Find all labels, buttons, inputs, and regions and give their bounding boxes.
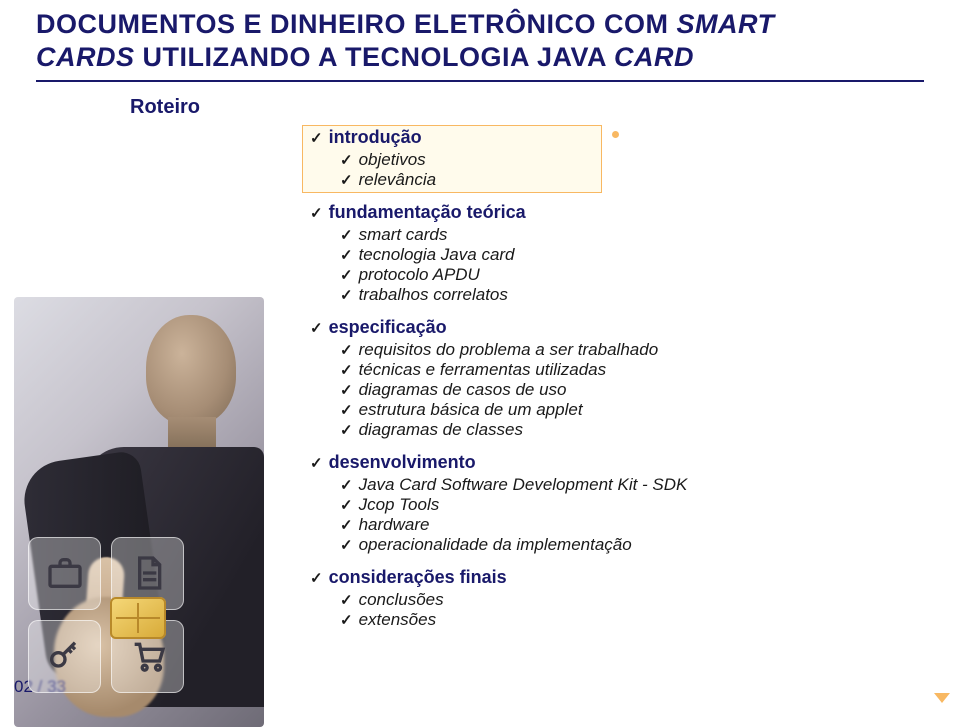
outline-item: ✓ trabalhos correlatos xyxy=(340,285,870,305)
item-label: requisitos do problema a ser trabalhado xyxy=(359,340,659,360)
outline-item: ✓ objetivos xyxy=(340,150,870,170)
check-icon: ✓ xyxy=(340,536,353,554)
outline-item: ✓ requisitos do problema a ser trabalhado xyxy=(340,340,870,360)
section-title: especificação xyxy=(329,317,447,338)
title-part-italic: CARD xyxy=(614,42,694,72)
title-part: DOCUMENTOS E DINHEIRO ELETRÔNICO COM xyxy=(36,9,677,39)
next-arrow-icon xyxy=(934,693,950,703)
check-icon: ✓ xyxy=(340,151,353,169)
chip-icon xyxy=(110,597,166,639)
item-label: objetivos xyxy=(359,150,426,170)
check-icon: ✓ xyxy=(340,401,353,419)
check-icon: ✓ xyxy=(340,171,353,189)
outline-item: ✓ relevância xyxy=(340,170,870,190)
check-icon: ✓ xyxy=(340,611,353,629)
outline-item: ✓ smart cards xyxy=(340,225,870,245)
check-icon: ✓ xyxy=(340,421,353,439)
section-title: introdução xyxy=(329,127,422,148)
item-label: técnicas e ferramentas utilizadas xyxy=(359,360,607,380)
check-icon: ✓ xyxy=(310,204,323,222)
item-label: tecnologia Java card xyxy=(359,245,515,265)
outline-item: ✓ Java Card Software Development Kit - SD… xyxy=(340,475,870,495)
item-label: estrutura básica de um applet xyxy=(359,400,583,420)
outline-item: ✓ diagramas de casos de uso xyxy=(340,380,870,400)
title-part: UTILIZANDO A TECNOLOGIA JAVA xyxy=(135,42,614,72)
item-label: operacionalidade da implementação xyxy=(359,535,632,555)
title-line-2: CARDS UTILIZANDO A TECNOLOGIA JAVA CARD xyxy=(36,41,924,74)
outline-item: ✓ extensões xyxy=(340,610,870,630)
check-icon: ✓ xyxy=(340,361,353,379)
item-label: smart cards xyxy=(359,225,448,245)
item-label: Java Card Software Development Kit - SDK xyxy=(359,475,688,495)
decorative-photo xyxy=(14,297,264,727)
section-title: considerações finais xyxy=(329,567,507,588)
briefcase-icon xyxy=(28,537,101,610)
title-part-italic: SMART xyxy=(677,9,775,39)
outline-section: ✓ desenvolvimento ✓ Java Card Software Deve… xyxy=(310,452,870,555)
section-title: desenvolvimento xyxy=(329,452,476,473)
outline-section: ✓ considerações finais ✓ conclusões ✓ extensõ… xyxy=(310,567,870,630)
check-icon: ✓ xyxy=(340,286,353,304)
outline-item: ✓ estrutura básica de um applet xyxy=(340,400,870,420)
check-icon: ✓ xyxy=(340,246,353,264)
outline-item: ✓ conclusões xyxy=(340,590,870,610)
outline-item: ✓ operacionalidade da implementação xyxy=(340,535,870,555)
check-icon: ✓ xyxy=(340,381,353,399)
check-icon: ✓ xyxy=(310,129,323,147)
item-label: extensões xyxy=(359,610,437,630)
item-label: conclusões xyxy=(359,590,444,610)
check-icon: ✓ xyxy=(340,266,353,284)
outline-item: ✓ técnicas e ferramentas utilizadas xyxy=(340,360,870,380)
section-label: Roteiro xyxy=(130,96,960,119)
item-label: relevância xyxy=(359,170,437,190)
item-label: diagramas de classes xyxy=(359,420,523,440)
outline-section: ✓ especificação ✓ requisitos do problema a … xyxy=(310,317,870,440)
check-icon: ✓ xyxy=(340,591,353,609)
title-part-italic: CARDS xyxy=(36,42,135,72)
outline-item: ✓ diagramas de classes xyxy=(340,420,870,440)
photo-head xyxy=(146,315,236,425)
item-label: trabalhos correlatos xyxy=(359,285,508,305)
item-label: Jcop Tools xyxy=(359,495,440,515)
check-icon: ✓ xyxy=(310,454,323,472)
outline-section: ✓ fundamentação teórica ✓ smart cards ✓ tecno… xyxy=(310,202,870,305)
item-label: diagramas de casos de uso xyxy=(359,380,567,400)
outline-item: ✓ tecnologia Java card xyxy=(340,245,870,265)
check-icon: ✓ xyxy=(310,569,323,587)
item-label: hardware xyxy=(359,515,430,535)
title-line-1: DOCUMENTOS E DINHEIRO ELETRÔNICO COM SMA… xyxy=(36,8,924,41)
check-icon: ✓ xyxy=(340,341,353,359)
outline-section: ✓ introdução ✓ objetivos ✓ relevância xyxy=(310,127,870,190)
section-title: fundamentação teórica xyxy=(329,202,526,223)
check-icon: ✓ xyxy=(340,226,353,244)
header-rule xyxy=(36,80,924,82)
check-icon: ✓ xyxy=(340,516,353,534)
check-icon: ✓ xyxy=(310,319,323,337)
item-label: protocolo APDU xyxy=(359,265,480,285)
outline-item: ✓ Jcop Tools xyxy=(340,495,870,515)
key-icon xyxy=(28,620,101,693)
outline-item: ✓ protocolo APDU xyxy=(340,265,870,285)
outline: ✓ introdução ✓ objetivos ✓ relevância ✓ fundame… xyxy=(310,127,870,642)
outline-item: ✓ hardware xyxy=(340,515,870,535)
check-icon: ✓ xyxy=(340,496,353,514)
check-icon: ✓ xyxy=(340,476,353,494)
slide-header: DOCUMENTOS E DINHEIRO ELETRÔNICO COM SMA… xyxy=(0,0,960,74)
